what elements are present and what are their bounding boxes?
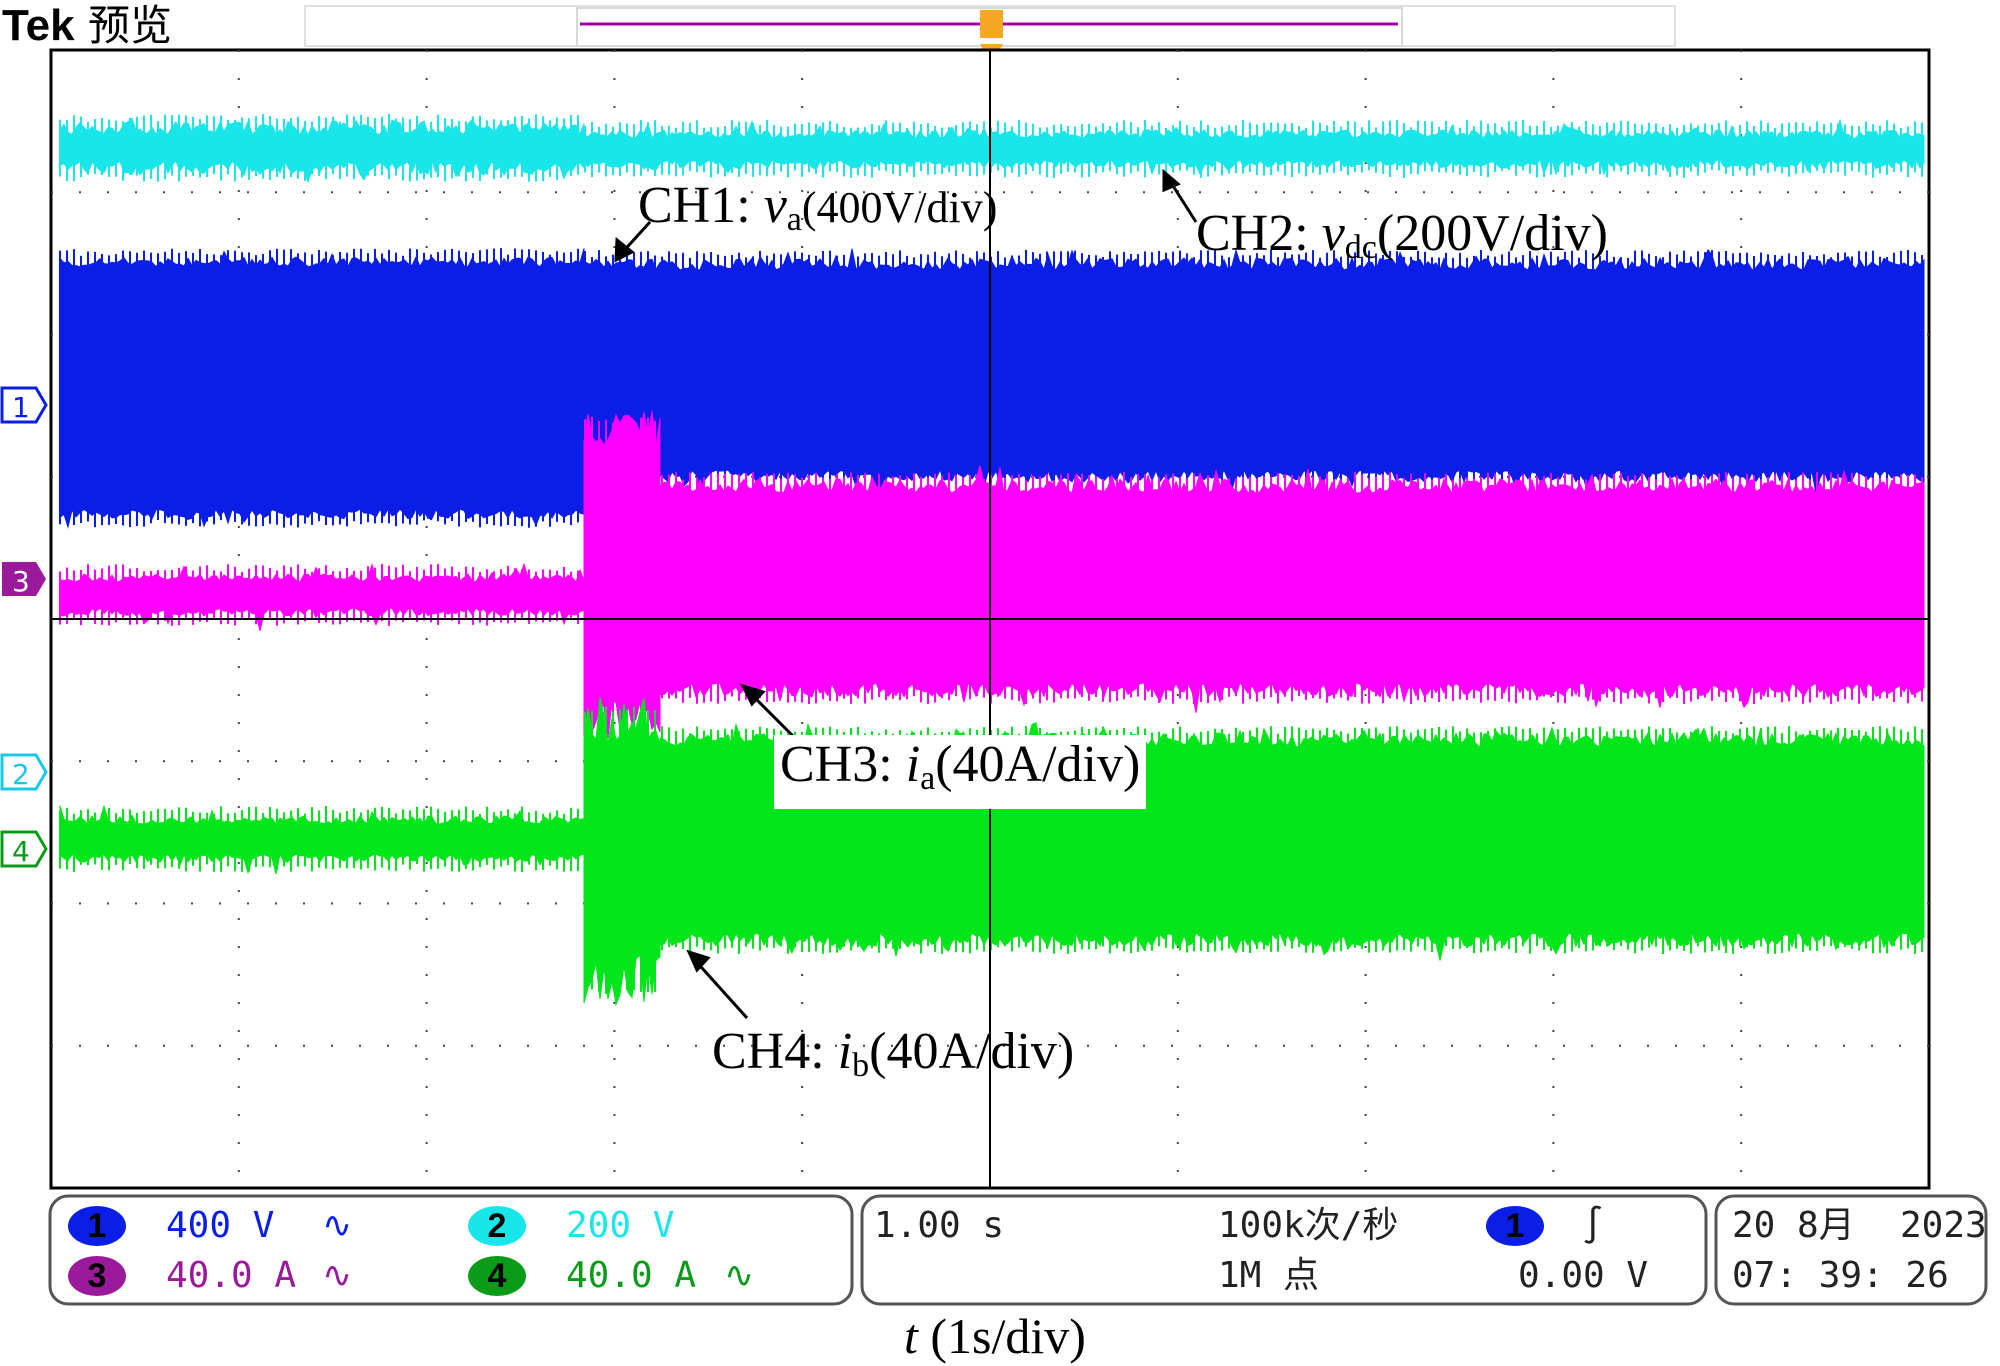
- ch1-annotation: CH1: va(400V/div): [638, 176, 997, 250]
- ch2-annotation-scale: (200V/div): [1376, 205, 1608, 262]
- trigger-position-marker-top: [980, 10, 1003, 38]
- ac-coupling-icon: ∿: [322, 1255, 353, 1296]
- ch4-offset-marker[interactable]: 4: [0, 830, 48, 868]
- preview-mode-label: 预览: [88, 1, 173, 50]
- ch3-annotation-symbol: i: [905, 736, 921, 793]
- ch3-annotation-scale: (40A/div): [935, 736, 1141, 793]
- ch2-trace: [59, 114, 1925, 184]
- ch2-annotation-symbol: v: [1321, 205, 1345, 262]
- date-readout: 20 8月: [1732, 1205, 1855, 1246]
- ch3-offset-marker[interactable]: 3: [2, 562, 46, 598]
- ch1-annotation-prefix: CH1:: [638, 177, 764, 234]
- ch4-scale: 40.0 A: [566, 1255, 697, 1296]
- ch4-arrowhead-icon: [686, 949, 711, 973]
- ch2-marker-label: 2: [12, 758, 30, 791]
- ch4-annotation: CH4: ib(40A/div): [712, 1022, 1074, 1096]
- timebase-readout[interactable]: 1.00 s: [874, 1205, 1005, 1246]
- ch4-marker-label: 4: [12, 835, 30, 868]
- ch1-arrowhead-icon: [614, 236, 635, 263]
- ch1-annotation-symbol: v: [763, 177, 787, 234]
- year-readout: 2023: [1900, 1205, 1987, 1246]
- ch4-annotation-symbol: i: [837, 1023, 853, 1080]
- ch1-annotation-scale: (400V/div): [801, 183, 998, 232]
- ch3-annotation-subscript: a: [920, 760, 936, 797]
- ch2-annotation-subscript: dc: [1344, 229, 1377, 266]
- time-axis-scale: (1s/div): [917, 1308, 1086, 1364]
- ch2-scale: 200 V: [566, 1205, 675, 1246]
- record-length-readout: 1M 点: [1218, 1255, 1320, 1296]
- ch1-trace: [59, 248, 1925, 529]
- ac-coupling-icon: ∿: [322, 1205, 353, 1246]
- ch3-scale: 40.0 A: [166, 1255, 297, 1296]
- time-readout: 07: 39: 26: [1732, 1255, 1949, 1296]
- ch4-annotation-subscript: b: [852, 1047, 870, 1084]
- ch4-badge[interactable]: 4: [468, 1256, 526, 1296]
- datetime-panel: [1714, 1194, 1988, 1306]
- ch2-offset-marker[interactable]: 2: [0, 753, 48, 791]
- rising-edge-trigger-icon: ∫: [1582, 1205, 1604, 1246]
- time-axis-caption: t (1s/div): [904, 1306, 1086, 1366]
- channel-settings-panel: [48, 1194, 854, 1306]
- ch2-annotation: CH2: vdc(200V/div): [1196, 204, 1608, 278]
- ch1-annotation-subscript: a: [786, 201, 802, 238]
- ch3-arrowhead-icon: [740, 683, 766, 707]
- ch3-trace: [59, 410, 1925, 740]
- ch1-scale: 400 V: [166, 1205, 275, 1246]
- ch1-marker-label: 1: [12, 391, 30, 424]
- waveform-traces: [59, 114, 1925, 1007]
- ch1-badge[interactable]: 1: [68, 1206, 126, 1246]
- ch3-badge[interactable]: 3: [68, 1256, 126, 1296]
- ac-coupling-icon: ∿: [724, 1255, 755, 1296]
- ch3-annotation: CH3: ia(40A/div): [774, 735, 1147, 809]
- tek-logo: Tek: [2, 1, 75, 50]
- ch4-annotation-arrow: [691, 956, 749, 1020]
- ch4-annotation-scale: (40A/div): [869, 1023, 1075, 1080]
- time-axis-symbol: t: [904, 1308, 918, 1364]
- annotation-arrows: [614, 168, 1198, 1020]
- ch3-annotation-prefix: CH3:: [780, 736, 906, 793]
- ch2-badge[interactable]: 2: [468, 1206, 526, 1246]
- sample-rate-readout: 100k次/秒: [1218, 1205, 1399, 1246]
- ch4-annotation-prefix: CH4:: [712, 1023, 838, 1080]
- ch3-marker-label: 3: [12, 565, 30, 598]
- trigger-level-readout[interactable]: 0.00 V: [1518, 1255, 1649, 1296]
- ch2-annotation-prefix: CH2:: [1196, 205, 1322, 262]
- ch1-offset-marker[interactable]: 1: [0, 386, 48, 424]
- trigger-source-badge[interactable]: 1: [1486, 1206, 1544, 1246]
- ch2-arrowhead-icon: [1162, 168, 1181, 193]
